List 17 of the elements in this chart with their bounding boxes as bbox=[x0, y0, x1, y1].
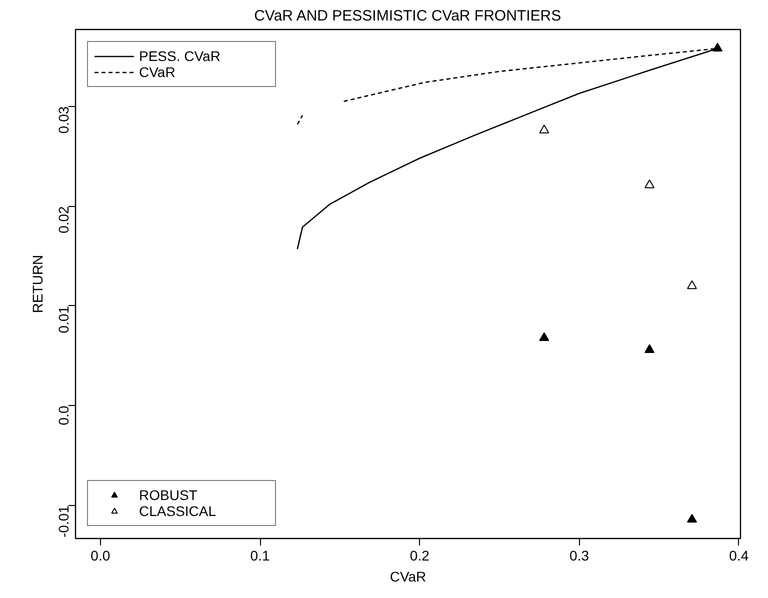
legend-label: ROBUST bbox=[139, 487, 198, 503]
x-tick-label: 0.0 bbox=[90, 548, 110, 564]
x-axis-title: CVaR bbox=[390, 568, 426, 584]
y-tick-label: -0.01 bbox=[56, 505, 72, 538]
x-tick-label: 0.1 bbox=[250, 548, 270, 564]
x-tick-label: 0.4 bbox=[729, 548, 749, 564]
x-tick-label: 0.2 bbox=[410, 548, 430, 564]
y-tick-label: 0.03 bbox=[56, 106, 72, 134]
y-axis-title: RETURN bbox=[30, 254, 46, 314]
y-tick-label: 0.02 bbox=[56, 206, 72, 234]
legend-label: PESS. CVaR bbox=[139, 48, 222, 64]
legend-label: CLASSICAL bbox=[139, 503, 218, 519]
y-tick-label: 0.01 bbox=[56, 306, 72, 334]
chart-title: CVaR AND PESSIMISTIC CVaR FRONTIERS bbox=[254, 8, 562, 24]
legend-label: CVaR bbox=[139, 64, 176, 80]
x-tick-label: 0.3 bbox=[570, 548, 590, 564]
y-tick-label: 0.0 bbox=[56, 406, 72, 426]
